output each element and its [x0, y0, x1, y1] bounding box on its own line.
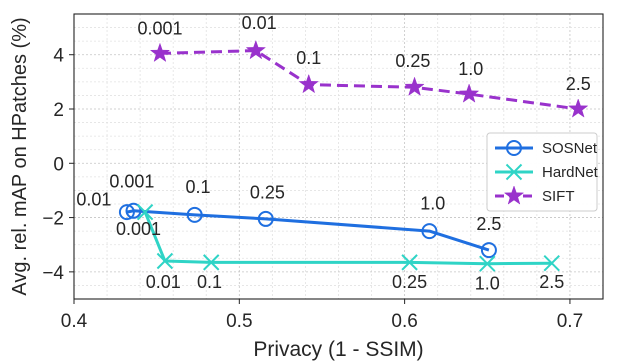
marker-sosnet	[421, 223, 438, 240]
point-annotation: 0.1	[185, 177, 210, 197]
y-tick-label: 4	[53, 46, 64, 67]
marker-sift	[458, 83, 480, 103]
legend-marker-sosnet	[506, 140, 522, 156]
y-axis: −4 −2 0 2 4	[42, 46, 74, 284]
legend-label-sosnet: SOSNet	[542, 140, 598, 157]
series-sift	[149, 39, 589, 118]
marker-sift	[149, 42, 171, 63]
point-annotation: 0.1	[197, 272, 222, 292]
marker-hardnet	[543, 254, 560, 272]
marker-hardnet	[136, 203, 154, 221]
x-tick-label: 0.5	[226, 311, 252, 332]
series-line-sift	[159, 49, 579, 111]
point-annotation: 0.01	[146, 272, 181, 292]
legend-marker-hardnet	[505, 163, 523, 181]
marker-sift	[245, 39, 267, 60]
x-axis-title: Privacy (1 - SSIM)	[253, 338, 423, 361]
point-annotation: 0.001	[109, 172, 154, 192]
point-annotation: 0.001	[137, 18, 182, 38]
marker-hardnet	[401, 254, 418, 271]
legend-item-sosnet: SOSNet	[495, 140, 598, 157]
series-line-hardnet	[143, 211, 552, 266]
y-tick-label: 0	[53, 154, 64, 175]
marker-sosnet	[186, 206, 203, 223]
point-annotation: 1.0	[458, 59, 483, 79]
point-annotation: 0.25	[250, 183, 285, 203]
point-annotation: 0.001	[116, 219, 161, 239]
series-hardnet	[136, 203, 560, 272]
marker-hardnet	[156, 252, 174, 270]
series-layer	[118, 39, 589, 272]
y-tick-label: 2	[53, 100, 64, 121]
point-annotation: 0.1	[296, 48, 321, 68]
marker-sosnet	[257, 210, 274, 227]
point-annotation: 0.01	[76, 189, 111, 209]
x-axis: 0.4 0.5 0.6 0.7	[61, 299, 583, 332]
point-annotation: 2.5	[539, 272, 564, 292]
marker-sosnet	[480, 242, 497, 259]
marker-sosnet	[125, 202, 142, 219]
point-annotation: 2.5	[476, 214, 501, 234]
point-annotation: 1.0	[475, 274, 500, 294]
x-tick-label: 0.4	[61, 311, 88, 332]
legend-item-sift: SIFT	[495, 185, 575, 205]
x-tick-label: 0.6	[391, 311, 417, 332]
marker-hardnet	[479, 255, 496, 272]
point-annotation: 0.25	[392, 272, 427, 292]
series-sosnet	[118, 202, 497, 259]
y-axis-title: Avg. rel. mAP on HPatches (%)	[9, 17, 31, 295]
marker-sift	[404, 76, 425, 96]
marker-hardnet	[203, 254, 220, 271]
legend-marker-sift	[503, 185, 525, 205]
point-annotation: 0.01	[242, 13, 277, 33]
marker-sift	[567, 98, 589, 118]
plot-frame	[73, 13, 604, 300]
x-tick-label: 0.7	[557, 311, 583, 332]
marker-sosnet	[118, 204, 135, 221]
point-annotation: 1.0	[420, 193, 445, 213]
legend-item-hardnet: HardNet	[495, 163, 599, 181]
legend-label-hardnet: HardNet	[542, 164, 599, 181]
series-line-sosnet	[126, 209, 490, 252]
y-tick-label: −4	[42, 263, 64, 284]
point-annotation: 0.25	[395, 51, 430, 71]
legend-label-sift: SIFT	[542, 188, 575, 205]
y-tick-label: −2	[42, 209, 64, 230]
point-annotation: 2.5	[566, 74, 591, 94]
marker-sift	[298, 73, 319, 94]
legend: SOSNet HardNet SIFT	[486, 132, 599, 212]
